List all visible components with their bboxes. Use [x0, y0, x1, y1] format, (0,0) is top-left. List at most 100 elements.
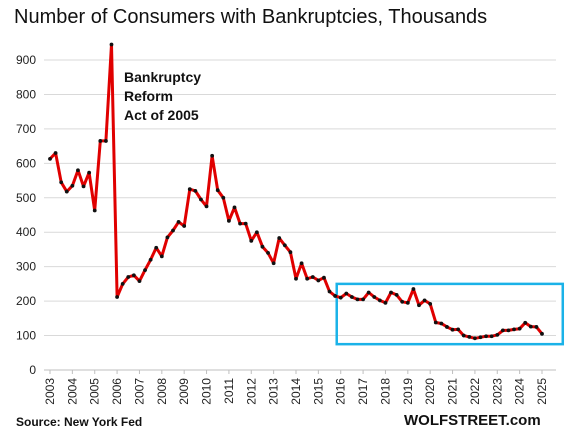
- x-tick-label: 2013: [267, 378, 281, 405]
- data-point: [445, 325, 449, 329]
- data-point: [182, 224, 187, 228]
- data-point: [277, 236, 282, 240]
- data-point: [204, 204, 209, 209]
- x-tick-label: 2008: [155, 378, 169, 405]
- data-point: [148, 257, 153, 262]
- data-point: [456, 327, 461, 332]
- data-point: [187, 187, 192, 192]
- data-point: [383, 300, 388, 305]
- data-point: [159, 254, 164, 259]
- data-point: [165, 235, 170, 240]
- data-point: [154, 245, 159, 250]
- data-point: [473, 336, 477, 341]
- y-tick-label: 900: [16, 53, 36, 67]
- data-point: [254, 230, 259, 235]
- x-tick-label: 2006: [110, 378, 124, 405]
- data-point: [238, 221, 242, 226]
- x-tick-labels: 2003 2004 2005 2006 2007 2008 2009 2010 2011 2012…: [43, 378, 549, 405]
- x-tick-label: 2014: [289, 378, 303, 405]
- data-point: [215, 188, 220, 193]
- data-point: [210, 153, 215, 158]
- x-tick-label: 2010: [200, 378, 214, 405]
- data-point: [76, 168, 80, 173]
- data-point: [310, 275, 315, 279]
- data-point: [199, 197, 203, 202]
- data-point: [64, 189, 69, 194]
- y-tick-label: 500: [16, 191, 36, 205]
- data-point: [489, 334, 494, 339]
- x-tick-label: 2023: [490, 378, 504, 405]
- series-markers: [48, 42, 544, 341]
- x-tick-label: 2019: [401, 378, 415, 405]
- data-point: [439, 321, 444, 326]
- data-point: [333, 294, 338, 298]
- data-point: [350, 295, 354, 299]
- data-point: [299, 261, 304, 266]
- data-point: [467, 335, 472, 339]
- data-point: [81, 184, 86, 189]
- data-point: [131, 273, 136, 278]
- data-point: [282, 243, 287, 248]
- data-point: [394, 293, 399, 297]
- x-tick-label: 2015: [311, 378, 325, 405]
- x-tick-label: 2020: [423, 378, 437, 405]
- data-point: [433, 320, 438, 325]
- data-point: [495, 332, 500, 337]
- highlight-box: [335, 282, 565, 346]
- data-point: [372, 295, 377, 299]
- data-point: [512, 327, 516, 332]
- chart-title: Number of Consumers with Bankruptcies, T…: [14, 6, 488, 28]
- data-point: [422, 298, 427, 303]
- x-tick-label: 2024: [513, 378, 527, 405]
- data-point: [322, 275, 326, 280]
- annotation-line: Reform: [124, 88, 173, 104]
- data-point: [461, 333, 466, 338]
- data-point: [48, 156, 52, 161]
- data-point: [450, 327, 455, 332]
- x-tick-label: 2025: [535, 378, 549, 405]
- data-point: [221, 195, 226, 200]
- data-point: [355, 297, 360, 302]
- x-tick-label: 2011: [222, 378, 236, 404]
- data-point: [528, 324, 533, 329]
- data-point: [327, 289, 332, 294]
- data-point: [389, 290, 393, 295]
- data-point: [59, 180, 64, 185]
- annotation-line: Bankruptcy: [124, 69, 201, 85]
- x-tick-label: 2018: [378, 378, 392, 405]
- data-point: [104, 139, 108, 143]
- data-point: [243, 221, 248, 226]
- brand-watermark: WOLFSTREET.com: [404, 412, 541, 429]
- data-point: [534, 325, 539, 329]
- data-point: [517, 326, 522, 331]
- data-point: [227, 218, 231, 223]
- data-point: [176, 219, 181, 224]
- x-tick-label: 2017: [356, 378, 370, 405]
- x-tick-label: 2021: [446, 378, 460, 405]
- y-tick-label: 100: [16, 329, 36, 343]
- data-point: [143, 268, 147, 273]
- data-point: [305, 276, 310, 281]
- data-point: [294, 276, 298, 281]
- data-point: [87, 170, 92, 175]
- x-tick-label: 2005: [88, 378, 102, 405]
- gridlines: [44, 59, 556, 337]
- x-tick-label: 2012: [244, 378, 258, 405]
- annotation-line: Act of 2005: [124, 107, 199, 123]
- x-tick-label: 2016: [334, 378, 348, 405]
- data-point: [405, 300, 410, 305]
- x-tick-label: 2004: [65, 378, 79, 405]
- x-tick-label: 2009: [177, 378, 191, 405]
- data-point: [478, 335, 483, 340]
- y-tick-label: 800: [16, 87, 36, 101]
- data-point: [70, 183, 75, 188]
- x-tick-label: 2007: [132, 378, 146, 405]
- data-point: [316, 278, 321, 283]
- data-point: [120, 281, 125, 286]
- data-point: [377, 298, 382, 303]
- data-point: [417, 303, 421, 308]
- source-note: Source: New York Fed: [16, 415, 143, 429]
- y-tick-label: 400: [16, 225, 36, 239]
- data-point: [109, 42, 114, 47]
